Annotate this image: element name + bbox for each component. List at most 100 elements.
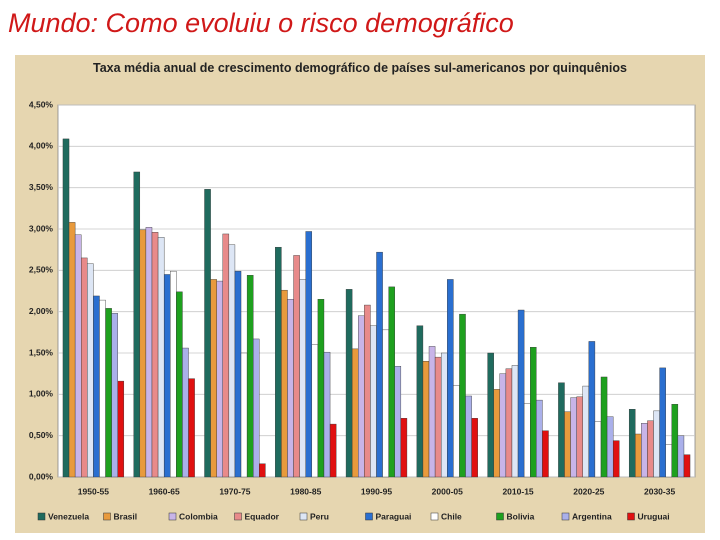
bar	[428, 346, 436, 478]
bar	[564, 411, 571, 478]
y-tick-label: 3,50%	[29, 182, 54, 192]
bar	[653, 410, 660, 478]
bar	[447, 279, 454, 478]
bar	[253, 338, 260, 478]
bar	[170, 270, 177, 478]
bar	[287, 299, 294, 478]
bar	[93, 295, 100, 478]
legend-label: Brasil	[114, 511, 138, 521]
bar	[364, 304, 371, 478]
bar	[376, 251, 383, 478]
bar	[558, 382, 565, 478]
bar	[416, 325, 424, 478]
y-tick-label: 0,00%	[29, 471, 54, 481]
bar	[388, 286, 395, 478]
bar	[311, 344, 319, 478]
y-tick-label: 4,50%	[29, 99, 54, 109]
bar	[400, 418, 408, 478]
y-tick-label: 2,50%	[29, 265, 54, 275]
bar	[281, 289, 288, 478]
chart-title: Taxa média anual de crescimento demográf…	[93, 61, 627, 75]
bar	[222, 233, 230, 478]
bar	[117, 380, 125, 478]
legend-swatch	[37, 512, 46, 521]
legend-label: Peru	[310, 511, 329, 521]
bar	[440, 352, 448, 478]
y-tick-label: 1,00%	[29, 389, 54, 399]
bar	[576, 396, 583, 478]
x-tick-label: 1980-85	[290, 486, 321, 496]
x-tick-label: 2020-25	[573, 486, 604, 496]
y-tick-label: 1,50%	[29, 347, 54, 357]
legend-swatch	[103, 512, 111, 521]
slide-title: Mundo: Como evoluiu o risco demográfico	[8, 8, 514, 38]
bar	[351, 348, 359, 478]
legend-swatch	[168, 512, 177, 521]
bar	[87, 263, 94, 478]
bar	[536, 399, 543, 478]
x-tick-label: 2010-15	[502, 486, 533, 496]
legend-label: Equador	[245, 511, 280, 521]
bar	[588, 341, 596, 478]
legend-label: Uruguai	[638, 511, 670, 521]
bar	[641, 423, 648, 478]
bar	[647, 420, 654, 478]
bar	[499, 373, 507, 478]
x-tick-label: 1950-55	[78, 486, 109, 496]
bar	[612, 440, 620, 478]
bar	[234, 270, 242, 478]
legend-label: Argentina	[572, 511, 612, 521]
bar	[523, 403, 531, 478]
x-tick-label: 1990-95	[361, 486, 392, 496]
x-tick-label: 2000-05	[432, 486, 463, 496]
bar	[453, 385, 460, 478]
bar	[323, 351, 331, 478]
bar	[293, 255, 300, 478]
legend-swatch	[627, 512, 635, 521]
bar	[570, 397, 577, 478]
bar	[133, 171, 141, 478]
bar	[358, 315, 365, 478]
bar	[240, 352, 248, 478]
bar	[606, 416, 614, 478]
legend-swatch	[496, 512, 504, 521]
bar	[434, 356, 442, 478]
bar	[216, 280, 223, 478]
bar	[370, 325, 377, 478]
bar	[517, 309, 525, 478]
bar	[382, 329, 389, 478]
legend-label: Paraguai	[376, 511, 412, 521]
bar	[317, 299, 325, 478]
x-tick-label: 1960-65	[149, 486, 180, 496]
bar	[394, 366, 402, 478]
bar	[493, 389, 500, 478]
y-tick-label: 4,00%	[29, 141, 54, 151]
legend-label: Bolivia	[507, 511, 535, 521]
bar	[329, 423, 337, 478]
bar	[182, 347, 189, 478]
bar	[683, 454, 691, 478]
bar	[259, 463, 266, 478]
bar	[600, 376, 608, 478]
legend-label: Chile	[441, 511, 462, 521]
bar	[542, 430, 549, 478]
bar	[246, 275, 254, 478]
bar	[487, 352, 494, 478]
bar	[299, 279, 306, 478]
legend-label: Colombia	[179, 511, 218, 521]
bar	[151, 232, 159, 478]
bar	[345, 289, 353, 478]
bar	[99, 299, 106, 478]
bar	[628, 409, 636, 478]
bar	[471, 418, 478, 478]
bar	[228, 244, 236, 478]
bar	[422, 361, 430, 478]
bar	[145, 227, 153, 478]
bar	[659, 367, 666, 478]
bar	[671, 404, 679, 478]
y-tick-label: 0,50%	[29, 430, 54, 440]
bar	[81, 257, 88, 478]
bar	[635, 433, 642, 478]
bar	[163, 274, 171, 478]
